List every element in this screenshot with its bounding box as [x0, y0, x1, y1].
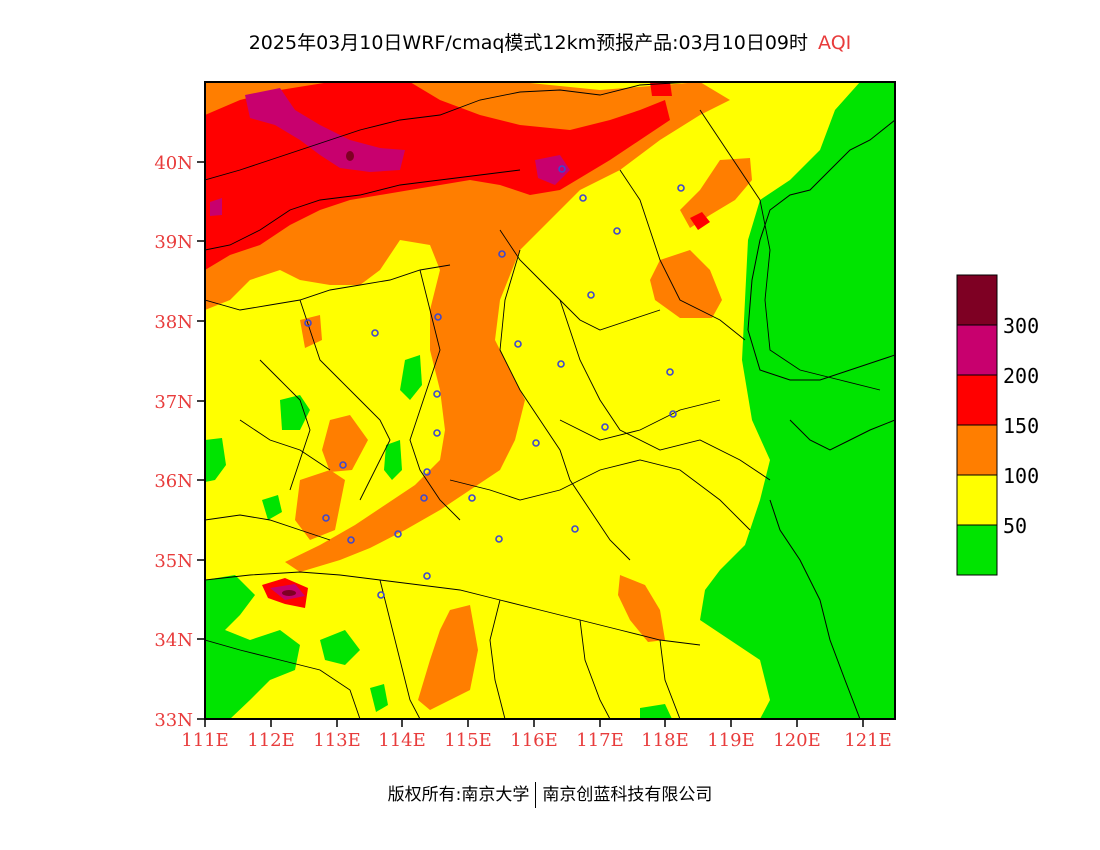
footer-separator	[535, 782, 537, 808]
aqi-good-patch2	[400, 355, 422, 400]
city-marker-icon	[495, 535, 503, 543]
aqi-good-east	[700, 82, 895, 719]
city-marker-icon	[677, 184, 685, 192]
city-marker-icon	[339, 461, 347, 469]
lon-tick-label: 113E	[313, 730, 361, 751]
city-marker-icon	[666, 368, 674, 376]
aqi-hazardous-spot2	[282, 590, 296, 596]
legend-label-100: 100	[1003, 464, 1040, 488]
footer-right: 南京创蓝科技有限公司	[542, 785, 713, 805]
city-markers	[304, 165, 685, 599]
city-marker-icon	[468, 494, 476, 502]
lon-tick-labels: 111E 112E 113E 114E 115E 116E 117E 118E …	[181, 730, 892, 751]
aqi-usg-ne1	[680, 158, 752, 228]
coastline	[747, 119, 895, 719]
city-marker-icon	[347, 536, 355, 544]
legend-swatch-unhealthy	[956, 374, 998, 426]
lon-tick-label: 112E	[247, 730, 295, 751]
aqi-usg-s1	[418, 605, 478, 710]
copyright-footer: 版权所有:南京大学 南京创蓝科技有限公司	[0, 780, 1100, 808]
aqi-very-unhealthy-west	[210, 198, 222, 216]
aqi-good-sw	[320, 630, 360, 665]
lon-tick-label: 117E	[576, 730, 624, 751]
footer-left: 版权所有:南京大学	[387, 785, 530, 805]
city-marker-icon	[304, 319, 312, 327]
lat-tick-label: 39N	[154, 232, 193, 253]
aqi-good-patch6	[370, 684, 388, 712]
lat-tick-label: 34N	[154, 630, 193, 651]
aqi-hazardous-spot1	[346, 151, 354, 161]
aqi-unhealthy-top	[650, 82, 672, 96]
city-marker-icon	[558, 165, 566, 173]
legend-label-300: 300	[1003, 314, 1040, 338]
city-marker-icon	[613, 227, 621, 235]
aqi-good-patch3	[384, 440, 402, 480]
city-marker-icon	[579, 194, 587, 202]
aqi-good-patch7	[640, 704, 672, 719]
aqi-usg-ne2	[650, 250, 722, 318]
legend-label-50: 50	[1003, 514, 1028, 538]
city-marker-icon	[394, 530, 402, 538]
aqi-unhealthy-ne	[690, 212, 710, 230]
lon-tick-label: 115E	[444, 730, 492, 751]
city-marker-icon	[377, 591, 385, 599]
admin-boundaries	[205, 82, 881, 719]
lat-tick-label: 37N	[154, 392, 193, 413]
lat-tick-label: 33N	[154, 710, 193, 731]
city-marker-icon	[669, 410, 677, 418]
legend-swatch-moderate	[956, 474, 998, 526]
aqi-very-unhealthy-north	[245, 88, 405, 172]
aqi-usg-sw2	[322, 415, 368, 472]
lon-tick-label: 121E	[844, 730, 892, 751]
aqi-very-unhealthy-ne	[535, 155, 570, 185]
lat-tick-label: 38N	[154, 312, 193, 333]
city-marker-icon	[420, 494, 428, 502]
aqi-usg-sw1	[295, 470, 345, 540]
city-marker-icon	[514, 340, 522, 348]
map-title: 2025年03月10日WRF/cmaq模式12km预报产品:03月10日09时 A…	[0, 28, 1100, 55]
legend-swatch-usg	[956, 424, 998, 476]
aqi-good-patch1	[280, 395, 310, 430]
legend-colorbar	[956, 274, 998, 576]
aqi-good-patch5	[262, 495, 282, 520]
city-marker-icon	[433, 429, 441, 437]
legend-swatch-very-unhealthy	[956, 324, 998, 376]
city-marker-icon	[601, 423, 609, 431]
aqi-good-west	[205, 575, 300, 719]
city-marker-icon	[433, 390, 441, 398]
lat-tick-label: 35N	[154, 551, 193, 572]
city-marker-icon	[557, 360, 565, 368]
axis-ticks	[197, 161, 864, 727]
city-marker-icon	[423, 468, 431, 476]
lon-tick-label: 116E	[510, 730, 558, 751]
legend-label-200: 200	[1003, 364, 1040, 388]
title-main: 2025年03月10日WRF/cmaq模式12km预报产品:03月10日09时	[248, 32, 809, 54]
aqi-good-patch4	[205, 438, 226, 482]
lon-tick-label: 114E	[378, 730, 426, 751]
legend-swatch-good	[956, 524, 998, 576]
lon-tick-label: 119E	[707, 730, 755, 751]
lat-tick-label: 36N	[154, 471, 193, 492]
legend-label-150: 150	[1003, 414, 1040, 438]
city-marker-icon	[571, 525, 579, 533]
aqi-usg-s2	[618, 575, 665, 642]
aqi-field	[205, 82, 895, 719]
lon-tick-label: 118E	[641, 730, 689, 751]
city-marker-icon	[322, 514, 330, 522]
lat-tick-labels: 33N 34N 35N 36N 37N 38N 39N 40N	[154, 153, 193, 731]
lon-tick-label: 111E	[181, 730, 229, 751]
lat-tick-label: 40N	[154, 153, 193, 174]
title-variable: AQI	[818, 32, 852, 54]
city-marker-icon	[423, 572, 431, 580]
city-marker-icon	[532, 439, 540, 447]
lon-tick-label: 120E	[773, 730, 821, 751]
city-marker-icon	[371, 329, 379, 337]
city-marker-icon	[498, 250, 506, 258]
legend-swatch-hazardous	[956, 274, 998, 326]
city-marker-icon	[434, 313, 442, 321]
city-marker-icon	[587, 291, 595, 299]
